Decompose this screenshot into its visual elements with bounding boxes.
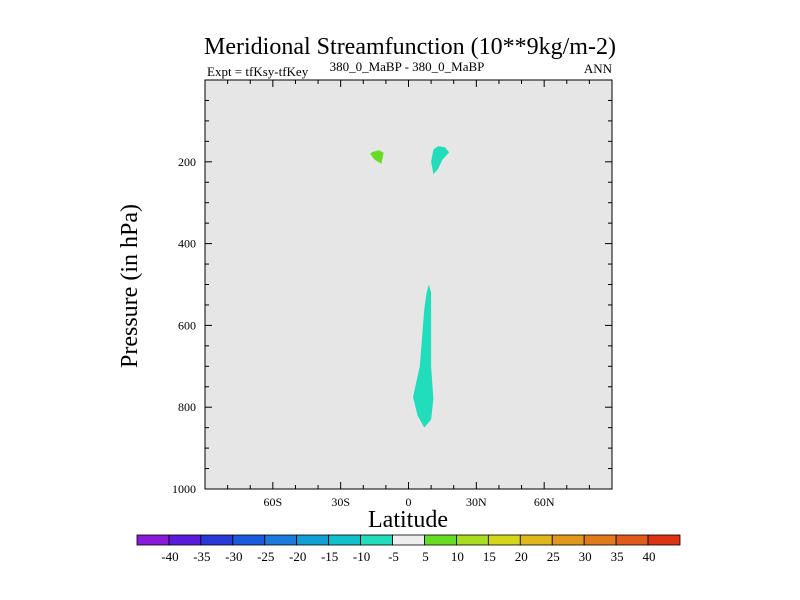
colorbar-box <box>456 534 489 546</box>
colorbar-box <box>551 534 585 546</box>
colorbar-box <box>392 534 425 546</box>
colorbar-box <box>487 534 521 546</box>
comparison-label: 380_0_MaBP - 380_0_MaBP <box>330 59 485 74</box>
y-tick-label: 400 <box>178 237 196 251</box>
colorbar-box <box>360 534 393 546</box>
colorbar-label: 5 <box>422 549 429 564</box>
colorbar-box <box>647 534 681 546</box>
y-axis-title: Pressure (in hPa) <box>117 204 143 368</box>
colorbar-label: -40 <box>161 549 178 564</box>
colorbar-label: 40 <box>643 549 656 564</box>
axis-ticks: 60S 30S 0 30N 60N 200 400 600 800 1000 <box>172 79 613 509</box>
plot-area <box>205 80 612 489</box>
colorbar-label: 15 <box>483 549 496 564</box>
x-tick-label: 60N <box>534 495 555 509</box>
y-tick-label: 1000 <box>172 482 196 496</box>
experiment-label: Expt = tfKsy-tfKey <box>207 64 309 79</box>
y-tick-label: 600 <box>178 318 196 332</box>
colorbar-label: 30 <box>579 549 592 564</box>
x-tick-label: 30N <box>466 495 487 509</box>
colorbar-box <box>168 534 202 546</box>
colorbar-label: -35 <box>193 549 210 564</box>
colorbar-box <box>519 534 553 546</box>
colorbar: -40 -35 -30 -25 -20 -15 -10 -5 5 10 15 20 25 30 35 40 <box>136 534 681 564</box>
x-axis-title: Latitude <box>368 507 448 533</box>
contour-region-upper-left-positive <box>370 150 384 164</box>
colorbar-label: -10 <box>353 549 370 564</box>
y-tick-label: 800 <box>178 400 196 414</box>
colorbar-label: 25 <box>547 549 560 564</box>
season-label: ANN <box>584 61 613 76</box>
x-tick-label: 30S <box>331 495 350 509</box>
x-tick-label: 60S <box>263 495 282 509</box>
colorbar-label: 20 <box>515 549 528 564</box>
colorbar-label: -5 <box>388 549 399 564</box>
colorbar-label: -20 <box>289 549 306 564</box>
contour-region-upper-right-negative <box>431 146 450 175</box>
colorbar-box <box>296 534 330 546</box>
colorbar-label: 10 <box>451 549 464 564</box>
colorbar-box <box>328 534 361 546</box>
colorbar-label: -25 <box>257 549 274 564</box>
y-tick-label: 200 <box>178 155 196 169</box>
colorbar-box <box>424 534 457 546</box>
colorbar-box <box>232 534 266 546</box>
colorbar-label: -30 <box>225 549 242 564</box>
colorbar-box <box>615 534 649 546</box>
colorbar-box <box>264 534 298 546</box>
contour-region-lower-negative <box>413 284 434 428</box>
x-tick-label: 0 <box>406 495 412 509</box>
colorbar-label: -15 <box>321 549 338 564</box>
colorbar-box <box>200 534 234 546</box>
colorbar-box <box>136 534 170 546</box>
colorbar-label: 35 <box>611 549 624 564</box>
colorbar-box <box>583 534 617 546</box>
contour-regions <box>370 146 450 428</box>
chart-title: Meridional Streamfunction (10**9kg/m-2) <box>204 34 616 60</box>
